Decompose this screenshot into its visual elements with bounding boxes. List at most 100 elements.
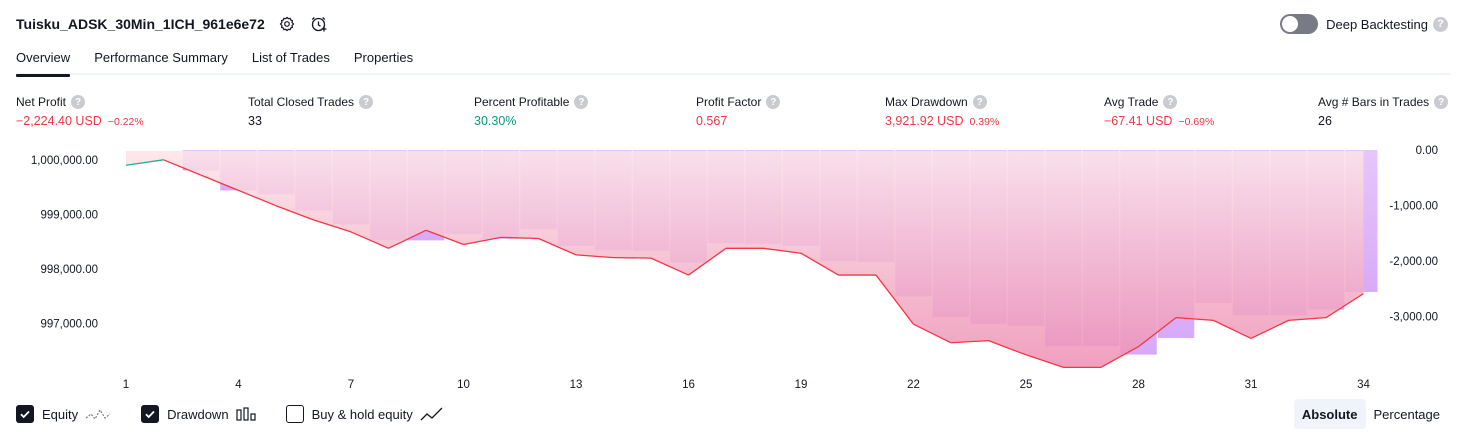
x-tick-label: 10 [457, 379, 470, 391]
equity-line-segment [1325, 293, 1364, 319]
equity-checkbox[interactable] [16, 405, 34, 423]
metric-value: 0.567 [696, 114, 728, 128]
metric-percent-profitable: Percent Profitable? 30.30% [474, 94, 589, 128]
metric-label: Profit Factor [696, 95, 762, 109]
equity-line-segment [350, 231, 389, 249]
help-icon[interactable]: ? [1434, 95, 1449, 109]
help-icon[interactable]: ? [972, 95, 987, 109]
x-tick-label: 31 [1245, 379, 1258, 391]
check-icon [145, 410, 155, 419]
deep-backtesting-toggle[interactable] [1280, 14, 1319, 34]
help-icon[interactable]: ? [574, 95, 589, 109]
report-tabs: Overview Performance Summary List of Tra… [16, 48, 1450, 77]
equity-line-segment [425, 229, 464, 246]
metric-avg-trade: Avg Trade? −67.41 USD −0.69% [1104, 94, 1214, 128]
tab-overview[interactable]: Overview [16, 48, 71, 77]
x-tick-label: 19 [795, 379, 808, 391]
strategy-name: Tuisku_ADSK_30Min_1ICH_961e6e72 [16, 16, 265, 32]
equity-line-segment [763, 247, 802, 254]
equity-line-segment [913, 323, 952, 344]
percentage-button[interactable]: Percentage [1373, 406, 1441, 422]
toggle-knob [1282, 16, 1299, 32]
add-alert-icon[interactable] [309, 14, 329, 34]
x-tick-label: 34 [1357, 379, 1370, 391]
legend-drawdown[interactable]: Drawdown [141, 405, 256, 423]
help-icon[interactable]: ? [359, 95, 374, 109]
x-tick-label: 7 [348, 379, 354, 391]
metric-percent: −0.69% [1178, 116, 1215, 128]
equity-line-segment [463, 236, 502, 246]
metric-total-closed-trades: Total Closed Trades? 33 [248, 94, 374, 128]
equity-line-segment [988, 339, 1027, 356]
equity-fill [126, 151, 1364, 368]
metric-label: Total Closed Trades [248, 95, 355, 109]
y-right-tick-label: 0.00 [1416, 145, 1438, 157]
x-tick-label: 25 [1020, 379, 1033, 391]
equity-line-segment [875, 274, 915, 325]
equity-line-segment [688, 247, 727, 276]
equity-line-segment [650, 257, 689, 276]
equity-line-segment [200, 174, 239, 192]
equity-line-segment [800, 252, 839, 276]
metric-net-profit: Net Profit? −2,224.40 USD −0.22% [16, 94, 144, 128]
equity-line-segment [275, 205, 314, 221]
deep-backtesting-control: Deep Backtesting ? [1280, 13, 1448, 35]
metric-value: −2,224.40 USD [16, 114, 102, 128]
y-left-tick-label: 1,000,000.00 [31, 155, 98, 167]
metric-label: Net Profit [16, 95, 67, 109]
x-tick-label: 16 [682, 379, 695, 391]
legend-buy-hold-equity[interactable]: Buy & hold equity [285, 405, 444, 423]
absolute-button[interactable]: Absolute [1293, 399, 1366, 429]
buy-hold-line-icon [420, 407, 444, 421]
metric-value: 30.30% [474, 114, 517, 128]
tab-properties[interactable]: Properties [353, 50, 414, 65]
y-left-tick-label: 999,000.00 [40, 209, 98, 221]
x-axis: 1 4 7 10 13 16 19 22 25 28 31 34 [123, 379, 1371, 391]
y-axis-right: 0.00 -1,000.00 -2,000.00 -3,000.00 [1389, 145, 1438, 323]
chart-legend: Equity Drawdown Buy & hold equity [16, 402, 474, 426]
metric-value: 3,921.92 USD [885, 114, 964, 128]
check-icon [20, 410, 30, 419]
help-icon[interactable]: ? [71, 95, 86, 109]
equity-drawdown-chart[interactable]: 1,000,000.00 999,000.00 998,000.00 997,000.… [0, 140, 1466, 396]
equity-line-segment [500, 236, 539, 240]
metric-percent: 0.39% [969, 116, 1000, 128]
y-left-tick-label: 997,000.00 [40, 319, 98, 331]
help-icon[interactable]: ? [1433, 16, 1448, 32]
metrics-row: Net Profit? −2,224.40 USD −0.22% Total Cl… [0, 94, 1466, 134]
equity-line-segment [313, 219, 352, 233]
x-tick-label: 13 [570, 379, 583, 391]
buy-hold-checkbox[interactable] [285, 405, 304, 423]
help-icon[interactable]: ? [1163, 95, 1178, 109]
help-icon[interactable]: ? [766, 95, 781, 109]
equity-line-segment [613, 256, 652, 259]
y-axis-left: 1,000,000.00 999,000.00 998,000.00 997,000.… [31, 155, 98, 331]
tab-performance-summary[interactable]: Performance Summary [94, 50, 228, 65]
equity-line-segment [1175, 317, 1214, 322]
metric-avg-bars-in-trades: Avg # Bars in Trades? 26 [1318, 94, 1449, 128]
metric-label: Avg Trade [1104, 95, 1159, 109]
x-tick-label: 28 [1132, 379, 1145, 391]
y-right-tick-label: -2,000.00 [1389, 256, 1438, 268]
metric-value: −67.41 USD [1104, 114, 1173, 128]
equity-line-segment [575, 254, 614, 259]
equity-line-segment [1025, 354, 1064, 368]
equity-line-segment [388, 229, 427, 249]
legend-equity[interactable]: Equity [16, 405, 111, 423]
metric-label: Percent Profitable [474, 95, 570, 109]
deep-backtesting-label: Deep Backtesting [1326, 16, 1428, 32]
tab-list-of-trades[interactable]: List of Trades [251, 50, 330, 65]
metric-value: 26 [1318, 114, 1332, 128]
drawdown-checkbox[interactable] [141, 405, 160, 423]
equity-line [125, 159, 1364, 369]
x-tick-label: 22 [907, 379, 920, 391]
equity-line-segment [125, 159, 164, 166]
metric-label: Avg # Bars in Trades [1318, 95, 1430, 109]
equity-line-icon [85, 407, 111, 421]
y-left-tick-label: 998,000.00 [40, 264, 98, 276]
metric-profit-factor: Profit Factor? 0.567 [696, 94, 781, 128]
scale-switch: Absolute Percentage [1293, 399, 1448, 429]
equity-line-segment [238, 189, 277, 207]
settings-icon[interactable] [277, 14, 297, 34]
equity-line-segment [1213, 319, 1252, 340]
